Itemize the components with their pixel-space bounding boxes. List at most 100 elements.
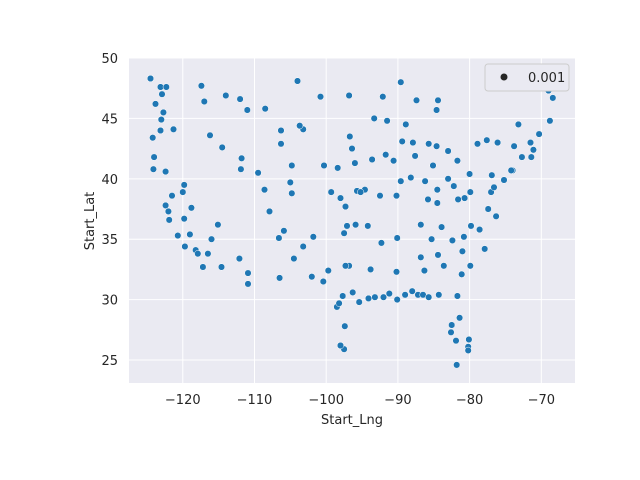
data-point	[351, 159, 359, 167]
data-point	[162, 168, 170, 176]
data-point	[402, 120, 410, 128]
data-point	[162, 201, 170, 209]
data-point	[417, 221, 425, 229]
data-point	[546, 117, 554, 125]
data-point	[434, 96, 442, 104]
data-point	[379, 93, 387, 101]
data-point	[265, 207, 274, 215]
data-point	[286, 178, 294, 186]
data-point	[187, 204, 195, 212]
data-point	[277, 126, 285, 135]
data-point	[438, 223, 446, 231]
data-point	[448, 321, 456, 329]
data-point	[364, 222, 372, 230]
data-point	[434, 251, 442, 259]
data-point	[481, 245, 489, 253]
data-point	[527, 153, 535, 161]
data-point	[316, 93, 325, 101]
data-point	[222, 91, 230, 100]
data-point	[453, 361, 461, 369]
data-point	[244, 280, 252, 288]
data-point	[371, 293, 379, 301]
data-point	[393, 296, 401, 304]
data-point	[529, 146, 537, 154]
data-point	[421, 177, 429, 185]
data-point	[206, 131, 214, 139]
data-point	[296, 122, 304, 130]
data-point	[408, 287, 416, 295]
data-point	[352, 221, 360, 229]
data-point	[181, 242, 189, 251]
data-point	[458, 247, 466, 255]
data-point	[349, 288, 357, 296]
data-point	[466, 262, 474, 270]
data-point	[476, 226, 484, 234]
data-point	[453, 157, 461, 165]
data-point	[236, 95, 244, 103]
data-point	[411, 152, 419, 160]
data-point	[435, 291, 443, 299]
data-point	[392, 268, 401, 276]
data-point	[346, 132, 354, 141]
data-point	[299, 242, 307, 251]
data-point	[308, 273, 316, 281]
data-point	[164, 207, 172, 215]
data-point	[355, 298, 363, 306]
data-point	[433, 199, 441, 207]
data-point	[168, 192, 176, 200]
data-point	[290, 255, 298, 263]
plot-area	[129, 58, 575, 383]
data-point	[237, 165, 245, 173]
data-point	[180, 181, 188, 189]
data-point	[341, 203, 350, 211]
x-tick-labels: −120 −110 −100 −90 −80 −70	[165, 393, 555, 408]
data-point	[448, 236, 456, 244]
data-point	[412, 96, 421, 104]
data-point	[200, 97, 208, 106]
data-point	[199, 263, 207, 271]
data-point	[409, 139, 417, 147]
data-point	[243, 106, 251, 114]
data-point	[420, 267, 428, 275]
x-tick-label: −100	[308, 393, 344, 408]
data-point	[335, 299, 343, 307]
data-point	[146, 74, 155, 83]
data-point	[444, 175, 452, 183]
data-point	[510, 142, 518, 150]
legend-label: 0.001	[528, 71, 565, 86]
data-point	[429, 161, 437, 170]
data-point	[454, 195, 462, 203]
data-point	[180, 215, 188, 223]
data-point	[207, 235, 216, 243]
data-point	[334, 164, 342, 172]
data-point	[275, 234, 283, 242]
data-point	[407, 174, 415, 182]
legend-marker	[500, 73, 508, 81]
legend-frame	[484, 63, 570, 92]
data-point	[194, 250, 202, 258]
data-point	[397, 78, 405, 86]
data-point	[336, 194, 345, 202]
data-point	[444, 147, 452, 155]
data-point	[458, 270, 466, 278]
data-point	[217, 263, 226, 271]
y-tick-label: 35	[101, 233, 118, 248]
data-point	[466, 170, 474, 178]
data-point	[466, 188, 474, 196]
data-point	[324, 267, 332, 275]
data-point	[244, 269, 252, 277]
data-point	[385, 290, 393, 298]
data-point	[186, 230, 194, 238]
data-point	[425, 293, 433, 301]
y-tick-label: 45	[101, 112, 118, 127]
data-point	[433, 106, 441, 114]
data-point	[450, 182, 458, 190]
data-point	[204, 250, 212, 258]
data-point	[343, 222, 351, 230]
data-point	[280, 227, 288, 235]
x-tick-label: −110	[237, 393, 273, 408]
data-point	[309, 233, 317, 241]
data-point	[500, 176, 508, 184]
data-point	[433, 186, 441, 194]
